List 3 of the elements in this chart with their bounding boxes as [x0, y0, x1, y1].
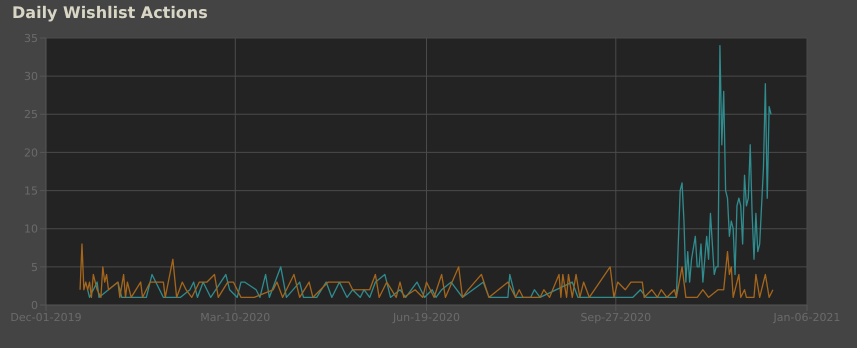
chart-title: Daily Wishlist Actions	[12, 3, 208, 22]
line-series	[86, 44, 772, 298]
line-series	[79, 243, 774, 298]
